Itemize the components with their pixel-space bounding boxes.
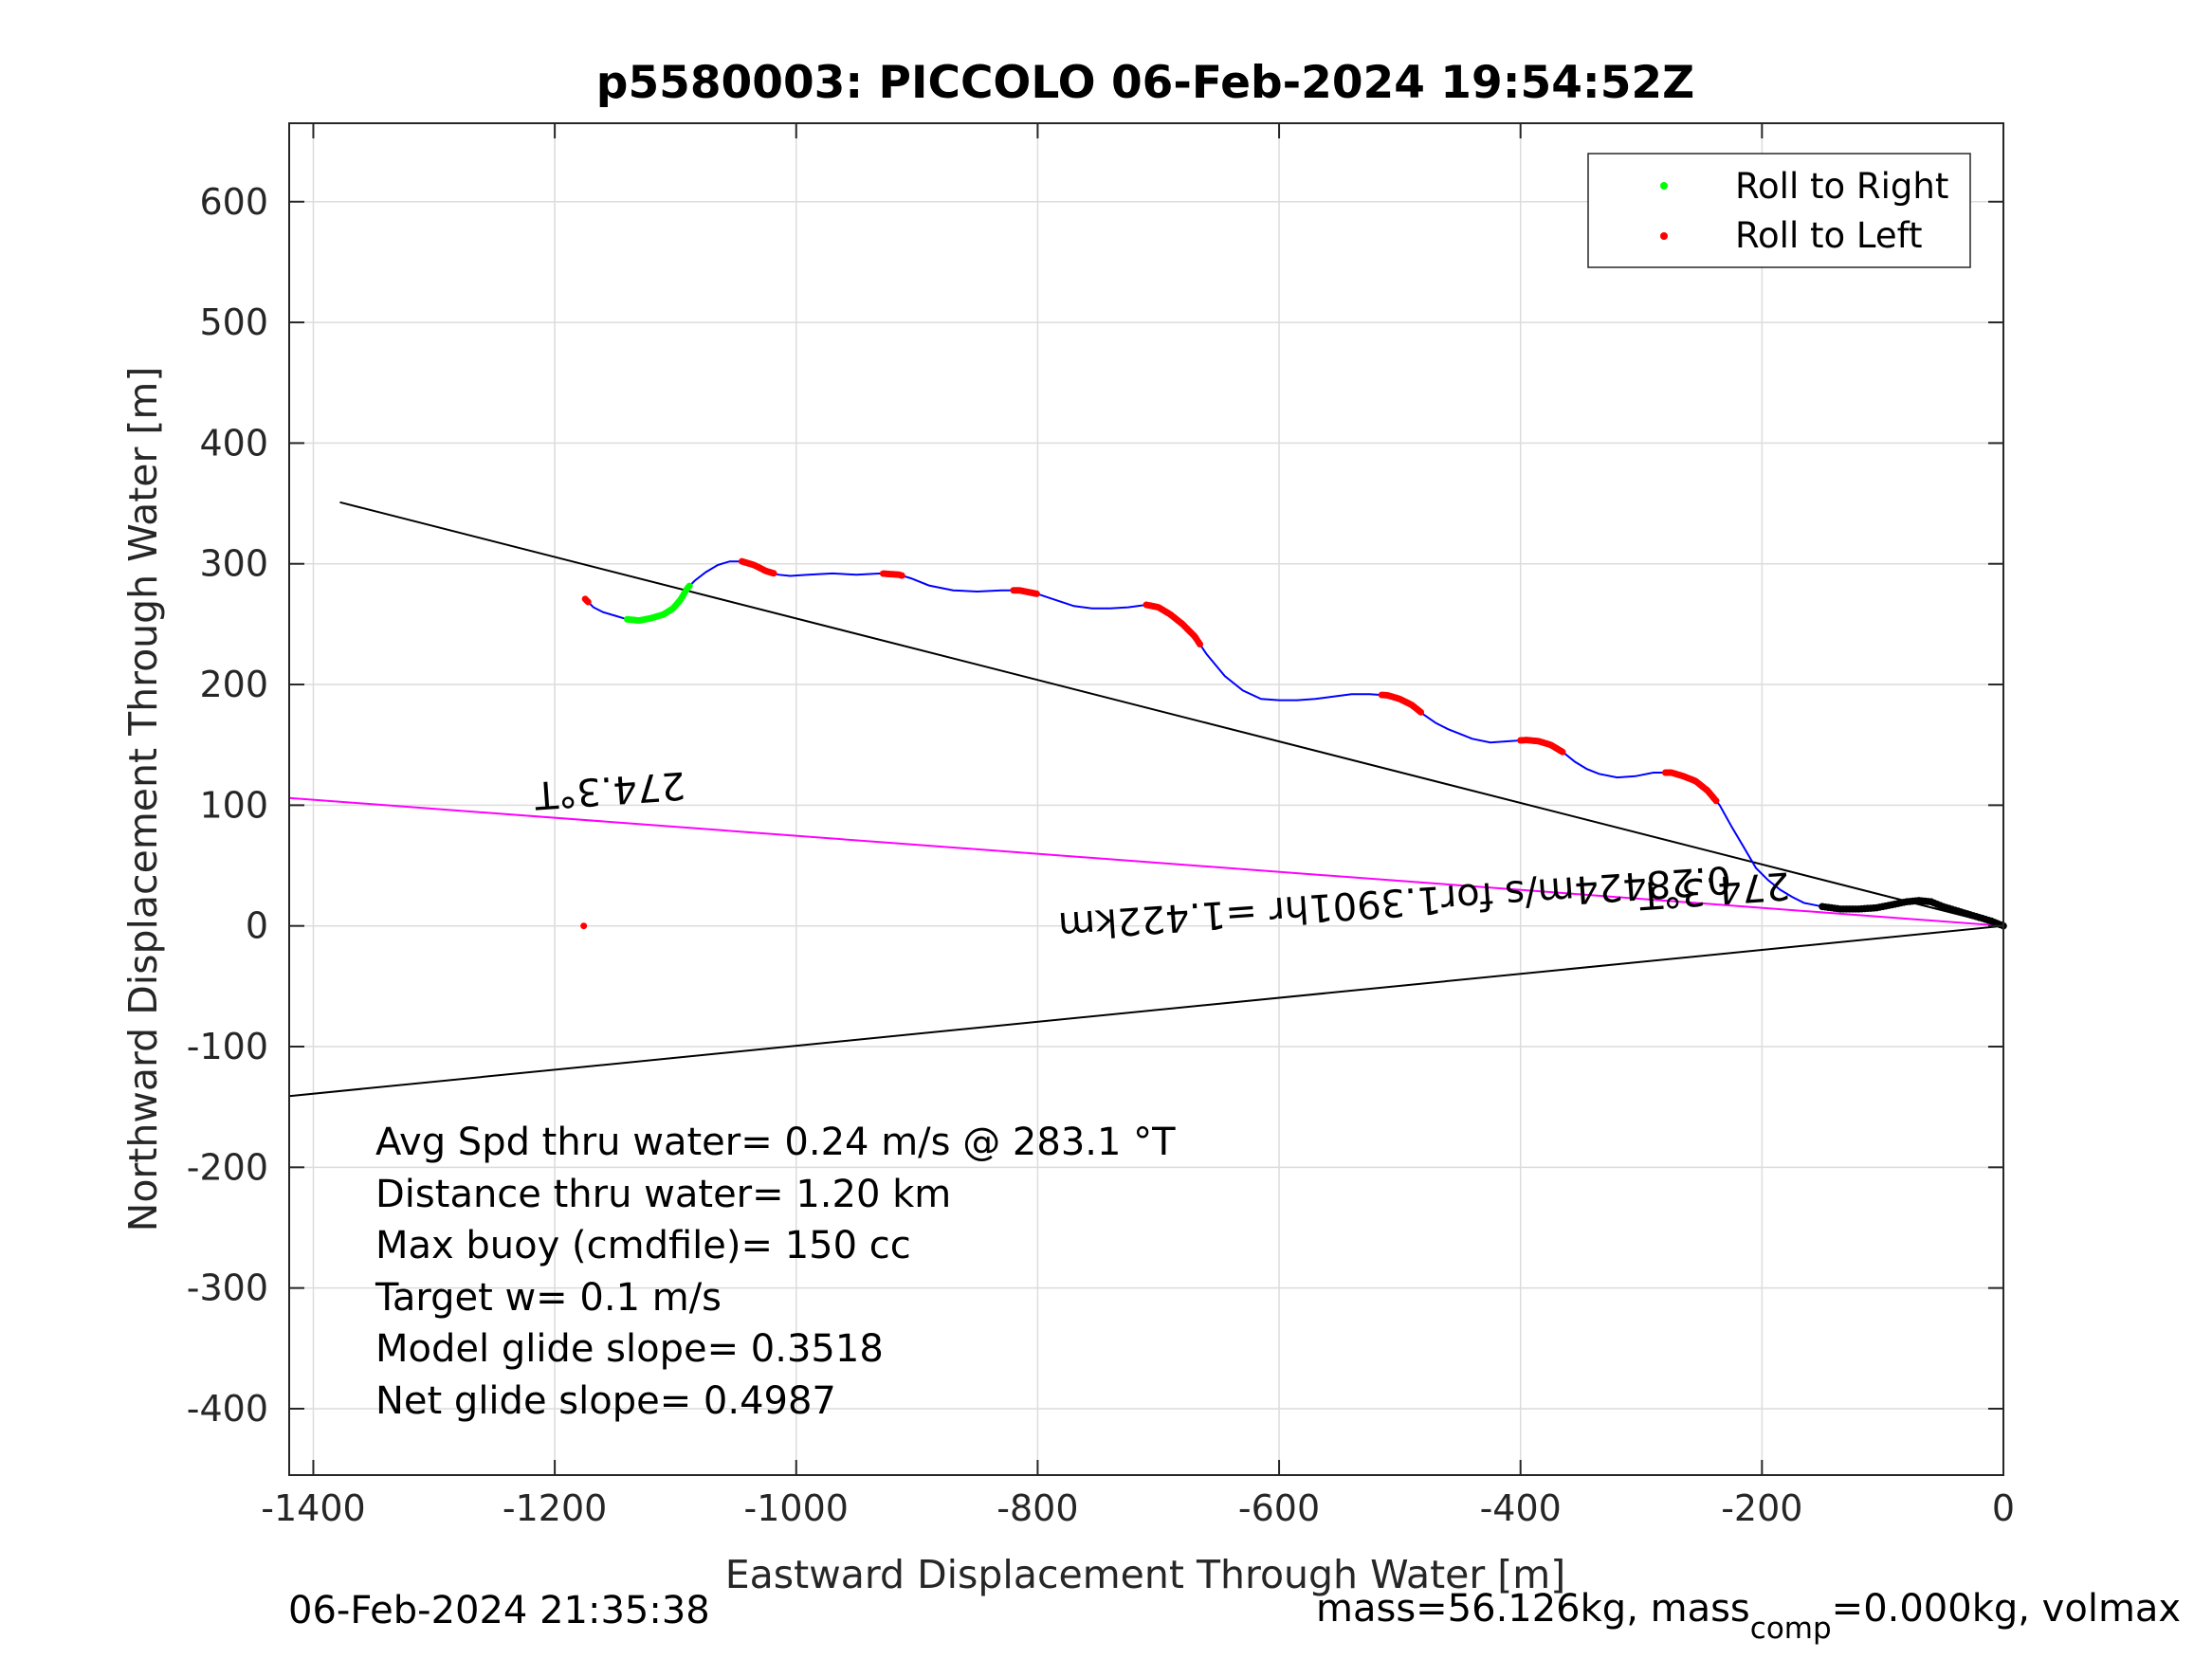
- footer-mass-prefix: mass=56.126kg, mass: [1316, 1587, 1750, 1631]
- x-tick-label-7: 0: [1992, 1487, 2015, 1529]
- roll-right-marker-0-43: [686, 582, 693, 590]
- stats-line-distance: Distance thru water= 1.20 km: [375, 1173, 951, 1216]
- plot-frame: [288, 122, 2004, 1476]
- y-tick-label-4: 200: [199, 664, 268, 705]
- legend: Roll to Right Roll to Left: [1587, 153, 1971, 268]
- stats-line-net-glide: Net glide slope= 0.4987: [375, 1379, 836, 1423]
- stats-line-model-glide: Model glide slope= 0.3518: [375, 1327, 884, 1371]
- y-tick-label-2: 400: [199, 422, 268, 464]
- roll-left-marker-3-37: [1197, 641, 1204, 648]
- x-tick-label-5: -400: [1480, 1487, 1562, 1529]
- y-tick-label-5: 100: [199, 784, 268, 826]
- heading-annotation-0: 274.3°T: [533, 763, 686, 817]
- chart-title: p5580003: PICCOLO 06-Feb-2024 19:54:52Z: [596, 57, 1694, 109]
- x-tick-label-1: -1200: [503, 1487, 607, 1529]
- y-tick-label-1: 500: [199, 301, 268, 343]
- roll-left-marker-2-16: [1033, 590, 1040, 597]
- footer-mass-suffix: =0.000kg, volmax: [1832, 1587, 2181, 1631]
- legend-label-roll-right: Roll to Right: [1735, 166, 1948, 207]
- legend-marker-roll-left: [1660, 232, 1668, 240]
- heading-annotation-1: 274.3°T: [1637, 863, 1791, 917]
- roll-left-marker-5-29: [1559, 748, 1566, 756]
- stats-line-target-w: Target w= 0.1 m/s: [375, 1276, 722, 1320]
- legend-label-roll-left: Roll to Left: [1735, 215, 1923, 256]
- footer-mass-info: mass=56.126kg, masscomp=0.000kg, volmax: [1316, 1587, 2181, 1646]
- x-tick-label-2: -1000: [744, 1487, 849, 1529]
- y-tick-label-9: -300: [187, 1267, 268, 1309]
- legend-marker-roll-right: [1660, 182, 1668, 190]
- y-axis-label: Northward Displacement Through Water [m]: [120, 367, 166, 1232]
- legend-box: [1587, 153, 1971, 268]
- x-tick-label-4: -600: [1238, 1487, 1320, 1529]
- footer-mass-subscript: comp: [1750, 1612, 1832, 1646]
- roll-left-marker-6-35: [1712, 797, 1720, 805]
- y-tick-label-7: -100: [187, 1026, 268, 1067]
- roll-left-marker-1-13: [898, 572, 905, 579]
- stats-line-avg-speed: Avg Spd thru water= 0.24 m/s @ 283.1 °T: [375, 1121, 1176, 1164]
- black-markers: [1819, 897, 2007, 930]
- stats-line-max-buoy: Max buoy (cmdfile)= 150 cc: [375, 1224, 911, 1267]
- y-tick-label-6: 0: [246, 905, 268, 947]
- y-tick-label-10: -400: [187, 1388, 268, 1430]
- roll-left-marker-4-27: [1417, 708, 1425, 716]
- y-tick-label-0: 600: [199, 181, 268, 223]
- roll-left-marker-7-0: [580, 922, 588, 930]
- footer-timestamp: 06-Feb-2024 21:35:38: [288, 1589, 710, 1632]
- stats-box: Avg Spd thru water= 0.24 m/s @ 283.1 °T …: [375, 1121, 1176, 1423]
- reference-line-1: [288, 796, 2004, 927]
- roll-left-marker-0-22: [770, 570, 777, 577]
- reference-line-2: [288, 924, 2004, 1098]
- x-tick-label-6: -200: [1721, 1487, 1802, 1529]
- axis-ticks: -1400 -1200 -1000 -800 -600 -400 -200 060050040…: [187, 123, 2015, 1529]
- y-tick-label-8: -200: [187, 1146, 268, 1188]
- x-tick-label-0: -1400: [261, 1487, 365, 1529]
- x-axis-label: Eastward Displacement Through Water [m]: [725, 1552, 1565, 1597]
- x-tick-label-3: -800: [996, 1487, 1078, 1529]
- y-tick-label-3: 300: [199, 543, 268, 585]
- roll-left-marker-7-3: [584, 598, 592, 606]
- reference-line-0: [339, 501, 2004, 927]
- reference-lines: [288, 501, 2004, 1098]
